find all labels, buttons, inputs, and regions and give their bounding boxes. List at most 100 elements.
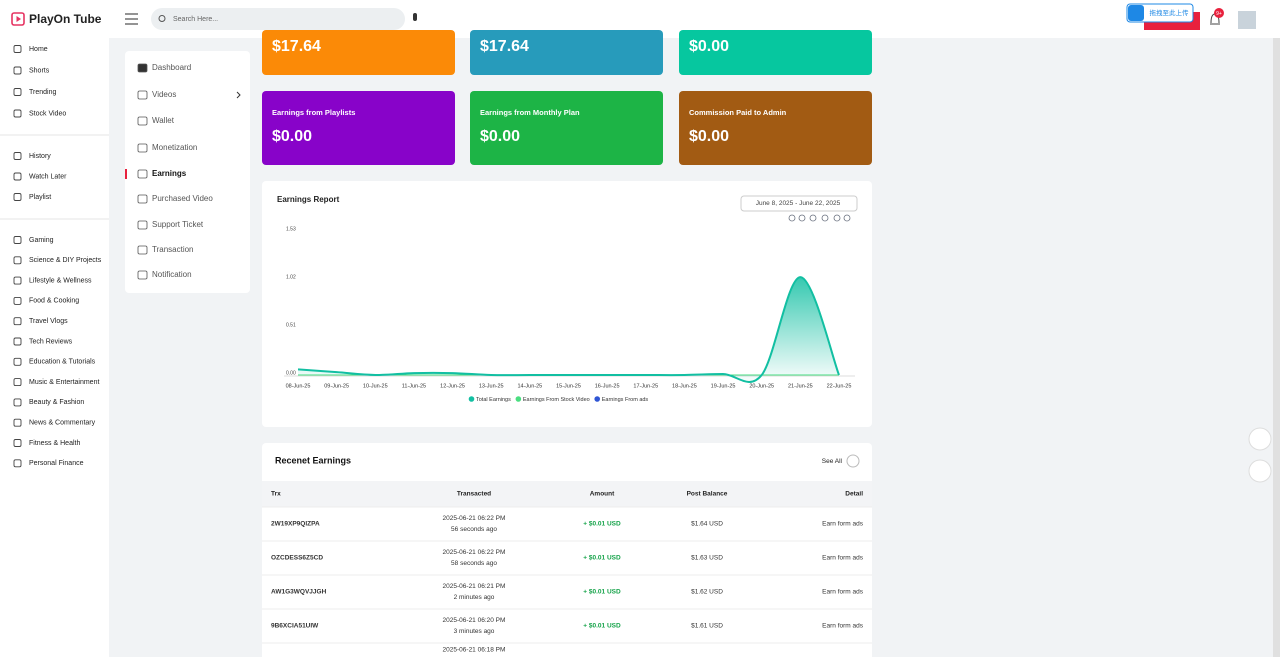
cell-transacted: 2025-06-21 06:21 PM (443, 583, 506, 590)
see-all[interactable]: See All (822, 458, 843, 465)
legend-label[interactable]: Total Earnings (476, 397, 511, 403)
x-tick-label: 20-Jun-25 (749, 383, 774, 389)
toolbar-icon[interactable] (821, 214, 829, 222)
search-box[interactable] (151, 8, 405, 30)
menu-item[interactable]: Purchased Video (152, 194, 213, 203)
menu-card (125, 51, 250, 293)
chart-card (262, 181, 872, 427)
toolbar-icon[interactable] (843, 214, 851, 222)
toolbar-icon[interactable] (788, 214, 796, 222)
table-card (262, 443, 872, 657)
sidebar-icon (13, 45, 22, 53)
sidebar-icon (13, 296, 22, 305)
cell-amount: + $0.01 USD (583, 589, 621, 596)
scrollbar (1273, 38, 1280, 657)
cell-ago: 58 seconds ago (451, 560, 497, 567)
notification-badge (1214, 8, 1224, 18)
sidebar-item[interactable]: Science & DIY Projects (29, 257, 102, 264)
sidebar-item[interactable]: Shorts (29, 67, 50, 74)
sidebar-item[interactable]: Travel Vlogs (29, 318, 68, 325)
sidebar-item[interactable]: Trending (29, 89, 56, 96)
x-tick-label: 17-Jun-25 (633, 383, 658, 389)
legend-swatch[interactable] (468, 396, 475, 402)
cell-post-balance: $1.62 USD (691, 589, 723, 596)
x-tick-label: 13-Jun-25 (479, 383, 504, 389)
menu-item[interactable]: Dashboard (152, 63, 191, 72)
menu-icon (137, 220, 148, 230)
sidebar-item[interactable]: News & Commentary (29, 420, 96, 427)
sidebar-item[interactable]: History (29, 153, 51, 160)
stat-label: Earnings from Playlists (272, 108, 355, 117)
sidebar-item[interactable]: Gaming (29, 237, 54, 244)
cell-transacted: 2025-06-21 06:22 PM (443, 515, 506, 522)
sidebar-item[interactable]: Education & Tutorials (29, 359, 96, 366)
column-header: Trx (271, 491, 281, 498)
sidebar-icon (13, 152, 22, 160)
date-range-picker[interactable] (740, 195, 858, 212)
see-all-icon[interactable] (846, 454, 860, 468)
sidebar-icon (13, 398, 22, 407)
toolbar-icon[interactable] (809, 214, 817, 222)
menu-item[interactable]: Notification (152, 270, 192, 279)
legend-label[interactable]: Earnings From Stock Video (523, 397, 590, 403)
column-header: Transacted (457, 491, 491, 498)
upload-badge-text[interactable]: 拖拽至此上传 (1150, 8, 1190, 17)
menu-item[interactable]: Earnings (152, 169, 187, 178)
column-header: Post Balance (687, 491, 728, 498)
sidebar-item[interactable]: Music & Entertainment (29, 379, 99, 386)
sidebar-icon (13, 236, 22, 244)
menu-item[interactable]: Videos (152, 90, 176, 99)
search-placeholder: Search Here... (173, 16, 218, 23)
sidebar-item[interactable]: Fitness & Health (29, 440, 80, 447)
toolbar-icon[interactable] (798, 214, 806, 222)
x-tick-label: 21-Jun-25 (788, 383, 813, 389)
menu-icon (137, 143, 148, 153)
menu-toggle[interactable] (125, 13, 138, 25)
stat-value: $0.00 (689, 128, 729, 145)
menu-item[interactable]: Wallet (152, 116, 175, 125)
stat-card (262, 91, 455, 165)
x-tick-label: 15-Jun-25 (556, 383, 581, 389)
notes-button[interactable] (1248, 459, 1272, 483)
logo-play (16, 16, 21, 22)
avatar[interactable] (1238, 11, 1256, 29)
legend-label[interactable]: Earnings From ads (602, 397, 649, 403)
sidebar-item[interactable]: Beauty & Fashion (29, 399, 84, 406)
sidebar-item[interactable]: Tech Reviews (29, 338, 73, 345)
cell-ago: 56 seconds ago (451, 526, 497, 533)
sidebar-item[interactable]: Watch Later (29, 173, 67, 180)
area (298, 277, 839, 382)
cell-amount: + $0.01 USD (583, 555, 621, 562)
sidebar-icon (13, 337, 22, 346)
legend-swatch[interactable] (594, 396, 601, 402)
x-tick-label: 14-Jun-25 (517, 383, 542, 389)
legend-swatch[interactable] (515, 396, 522, 402)
menu-item[interactable]: Monetization (152, 143, 197, 152)
cell-trx: 9B6XCIA51UIW (271, 623, 319, 630)
date-range[interactable]: June 8, 2025 - June 22, 2025 (756, 200, 841, 207)
cell-post-balance: $1.63 USD (691, 555, 723, 562)
stat-value: $17.64 (480, 38, 529, 55)
sidebar-item[interactable]: Lifestyle & Wellness (29, 277, 92, 284)
sidebar-item[interactable]: Personal Finance (29, 460, 84, 467)
menu-icon (137, 90, 148, 100)
cell-detail: Earn form ads (822, 623, 864, 630)
y-tick-label: 0.00 (286, 370, 296, 376)
sidebar-item[interactable]: Playlist (29, 194, 51, 201)
sidebar-item[interactable]: Food & Cooking (29, 298, 79, 305)
active-indicator (125, 169, 127, 179)
sidebar-item[interactable]: Home (29, 46, 48, 53)
table-title: Recenet Earnings (275, 455, 351, 465)
sidebar-item[interactable]: Stock Video (29, 110, 66, 117)
menu-item[interactable]: Transaction (152, 245, 194, 254)
assistant-button[interactable] (1248, 427, 1272, 451)
mic-icon[interactable] (413, 13, 417, 21)
x-tick-label: 08-Jun-25 (286, 383, 311, 389)
menu-item[interactable]: Support Ticket (152, 220, 204, 229)
line (297, 276, 840, 383)
menu-icon (137, 194, 148, 204)
toolbar-icon[interactable] (833, 214, 841, 222)
menu-icon (137, 245, 148, 255)
